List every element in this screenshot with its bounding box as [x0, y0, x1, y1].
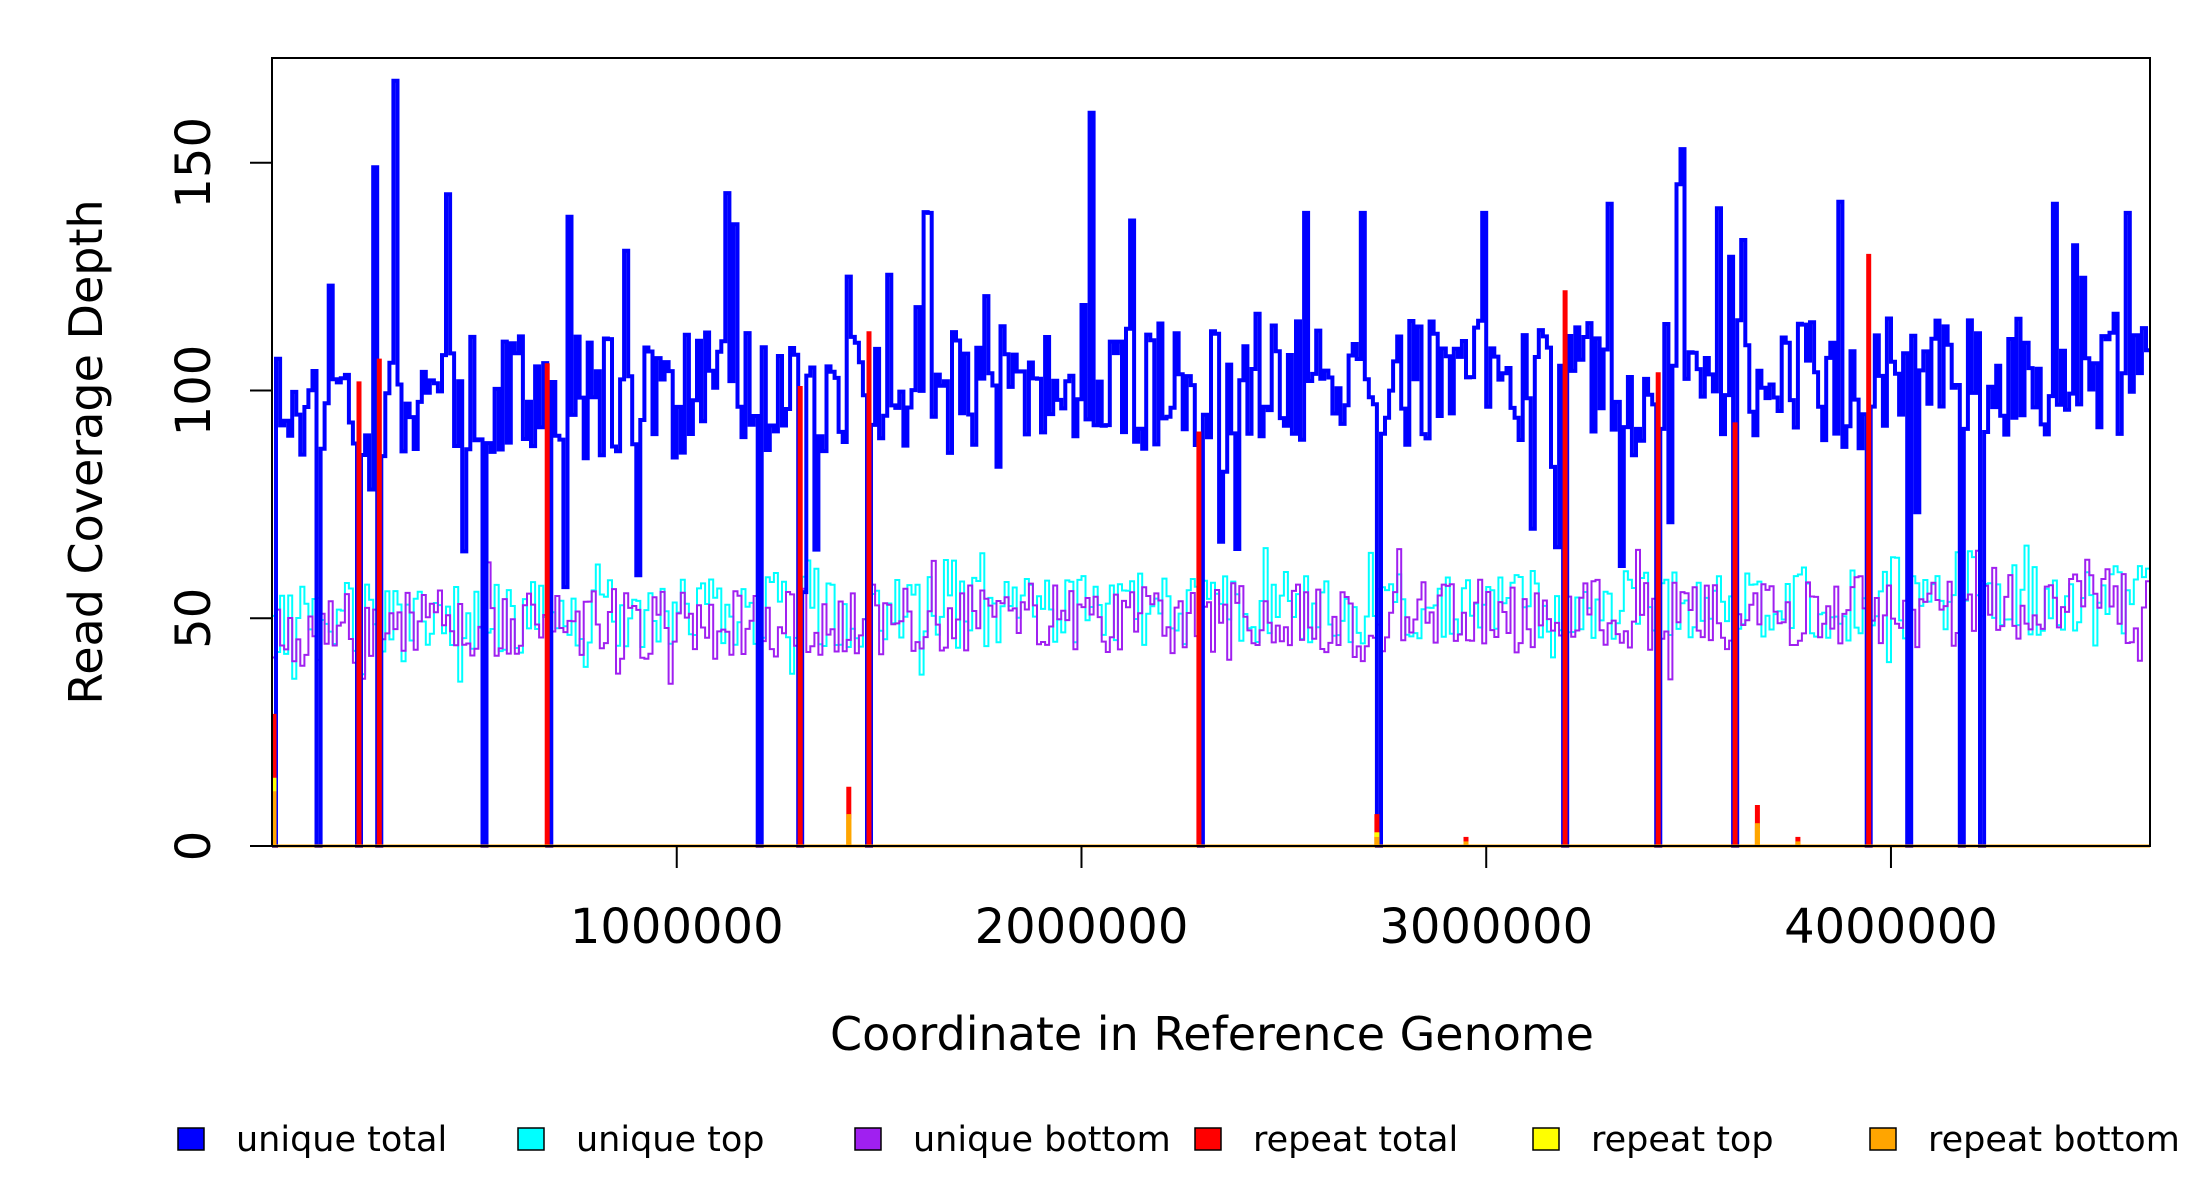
x-tick-label: 3000000 [1379, 899, 1593, 955]
y-tick-label: 50 [166, 588, 222, 649]
legend-label-repeat-top: repeat top [1591, 1120, 1774, 1160]
series-layer [271, 78, 2150, 848]
series-line-unique-total [272, 78, 2150, 848]
legend-label-unique-total: unique total [236, 1120, 447, 1160]
x-tick-label: 2000000 [975, 899, 1189, 955]
legend-swatch-unique-bottom [854, 1127, 882, 1151]
y-tick-label: 100 [166, 345, 222, 437]
y-axis: 0 50 100 150 [166, 117, 273, 862]
legend-label-unique-top: unique top [576, 1120, 765, 1160]
x-axis: 1000000 2000000 3000000 4000000 [570, 845, 1998, 955]
y-tick-label: 0 [166, 831, 222, 862]
y-axis-title: Read Coverage Depth [59, 199, 113, 704]
series-line-unique-top [272, 544, 2150, 683]
legend-swatch-unique-total [177, 1127, 205, 1151]
legend-label-unique-bottom: unique bottom [913, 1120, 1171, 1160]
x-axis-title: Coordinate in Reference Genome [830, 1007, 1594, 1061]
x-tick-label: 1000000 [570, 899, 784, 955]
series-line-unique-bottom [272, 548, 2150, 685]
legend-swatch-repeat-total [1194, 1127, 1222, 1151]
legend-label-repeat-bottom: repeat bottom [1928, 1120, 2180, 1160]
y-tick-label: 150 [166, 117, 222, 209]
legend: unique total unique top unique bottom repea… [177, 1120, 2180, 1160]
legend-swatch-repeat-bottom [1869, 1127, 1897, 1151]
x-tick-label: 4000000 [1784, 899, 1998, 955]
legend-swatch-repeat-top [1532, 1127, 1560, 1151]
legend-label-repeat-total: repeat total [1253, 1120, 1458, 1160]
legend-swatch-unique-top [517, 1127, 545, 1151]
